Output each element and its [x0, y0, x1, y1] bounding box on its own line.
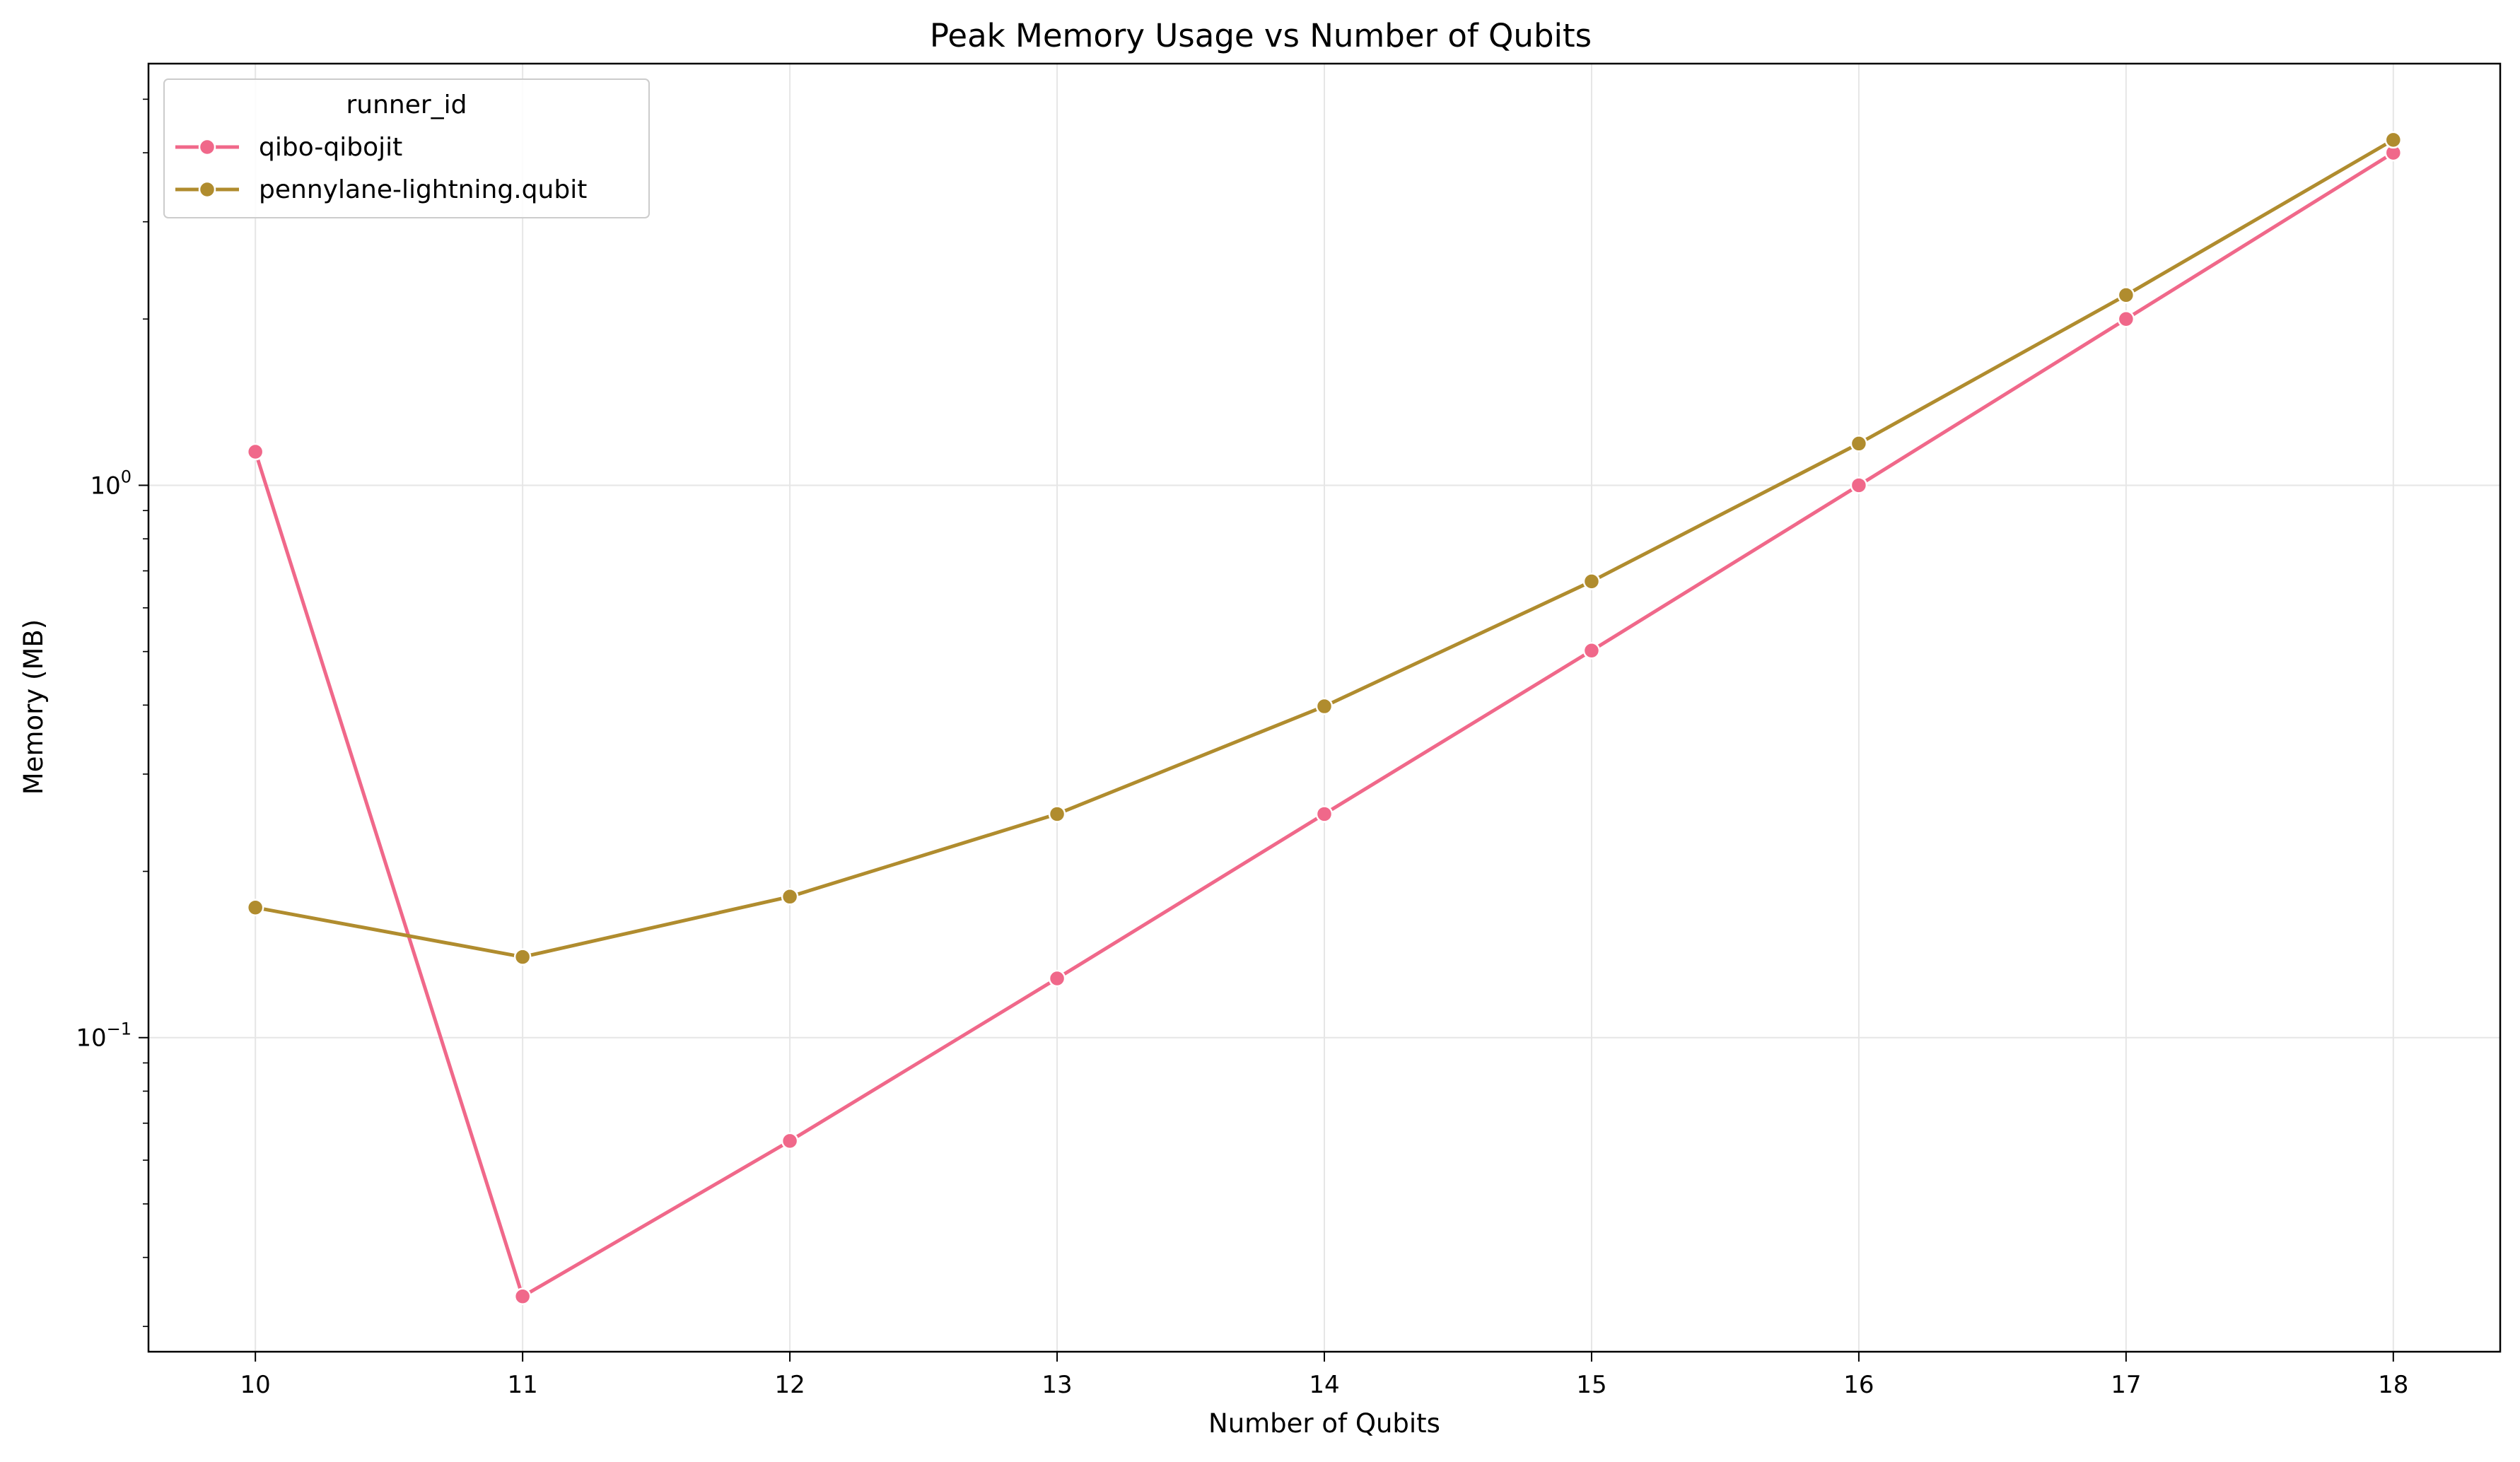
- x-tick-label: 17: [2111, 1371, 2141, 1399]
- series-layer: [246, 131, 2403, 1306]
- x-tick-label: 12: [774, 1371, 805, 1399]
- data-point: [1850, 476, 1868, 494]
- series-2: [246, 131, 2403, 966]
- y-axis-label: Memory (MB): [18, 619, 49, 795]
- data-point: [513, 948, 532, 966]
- legend: runner_id qibo-qibojit pennylane-lightning…: [163, 78, 650, 218]
- x-tick-label: 14: [1309, 1371, 1339, 1399]
- data-point: [1315, 805, 1334, 823]
- axis-ticks: 10 11 12 13 14 15 16 17 18 10−1 100: [76, 98, 2408, 1399]
- legend-label: pennylane-lightning.qubit: [259, 175, 587, 204]
- data-point: [781, 1132, 799, 1150]
- legend-swatch-marker: [198, 180, 216, 199]
- data-point: [2117, 286, 2135, 304]
- data-point: [246, 899, 264, 916]
- data-point: [246, 443, 264, 461]
- legend-box: [163, 78, 650, 218]
- y-tick-label: 10−1: [76, 1019, 132, 1053]
- legend-label: qibo-qibojit: [259, 133, 402, 162]
- x-tick-label: 15: [1576, 1371, 1606, 1399]
- legend-title: runner_id: [346, 90, 467, 119]
- data-point: [1315, 697, 1334, 715]
- data-point: [2117, 310, 2135, 328]
- x-tick-label: 16: [1843, 1371, 1874, 1399]
- y-tick-label: 100: [90, 467, 132, 500]
- data-point: [1582, 642, 1601, 660]
- data-point: [2384, 131, 2403, 149]
- data-point: [1048, 805, 1066, 823]
- chart-title: Peak Memory Usage vs Number of Qubits: [930, 17, 1592, 54]
- x-tick-label: 13: [1042, 1371, 1072, 1399]
- data-point: [1582, 573, 1601, 590]
- data-point: [1850, 435, 1868, 452]
- x-tick-label: 10: [240, 1371, 271, 1399]
- data-point: [1048, 969, 1066, 988]
- series-1: [246, 144, 2403, 1306]
- legend-swatch-marker: [198, 138, 216, 156]
- data-point: [781, 888, 799, 906]
- x-tick-label: 18: [2378, 1371, 2408, 1399]
- x-axis-label: Number of Qubits: [1208, 1408, 1440, 1439]
- x-tick-label: 11: [508, 1371, 538, 1399]
- data-point: [513, 1287, 532, 1306]
